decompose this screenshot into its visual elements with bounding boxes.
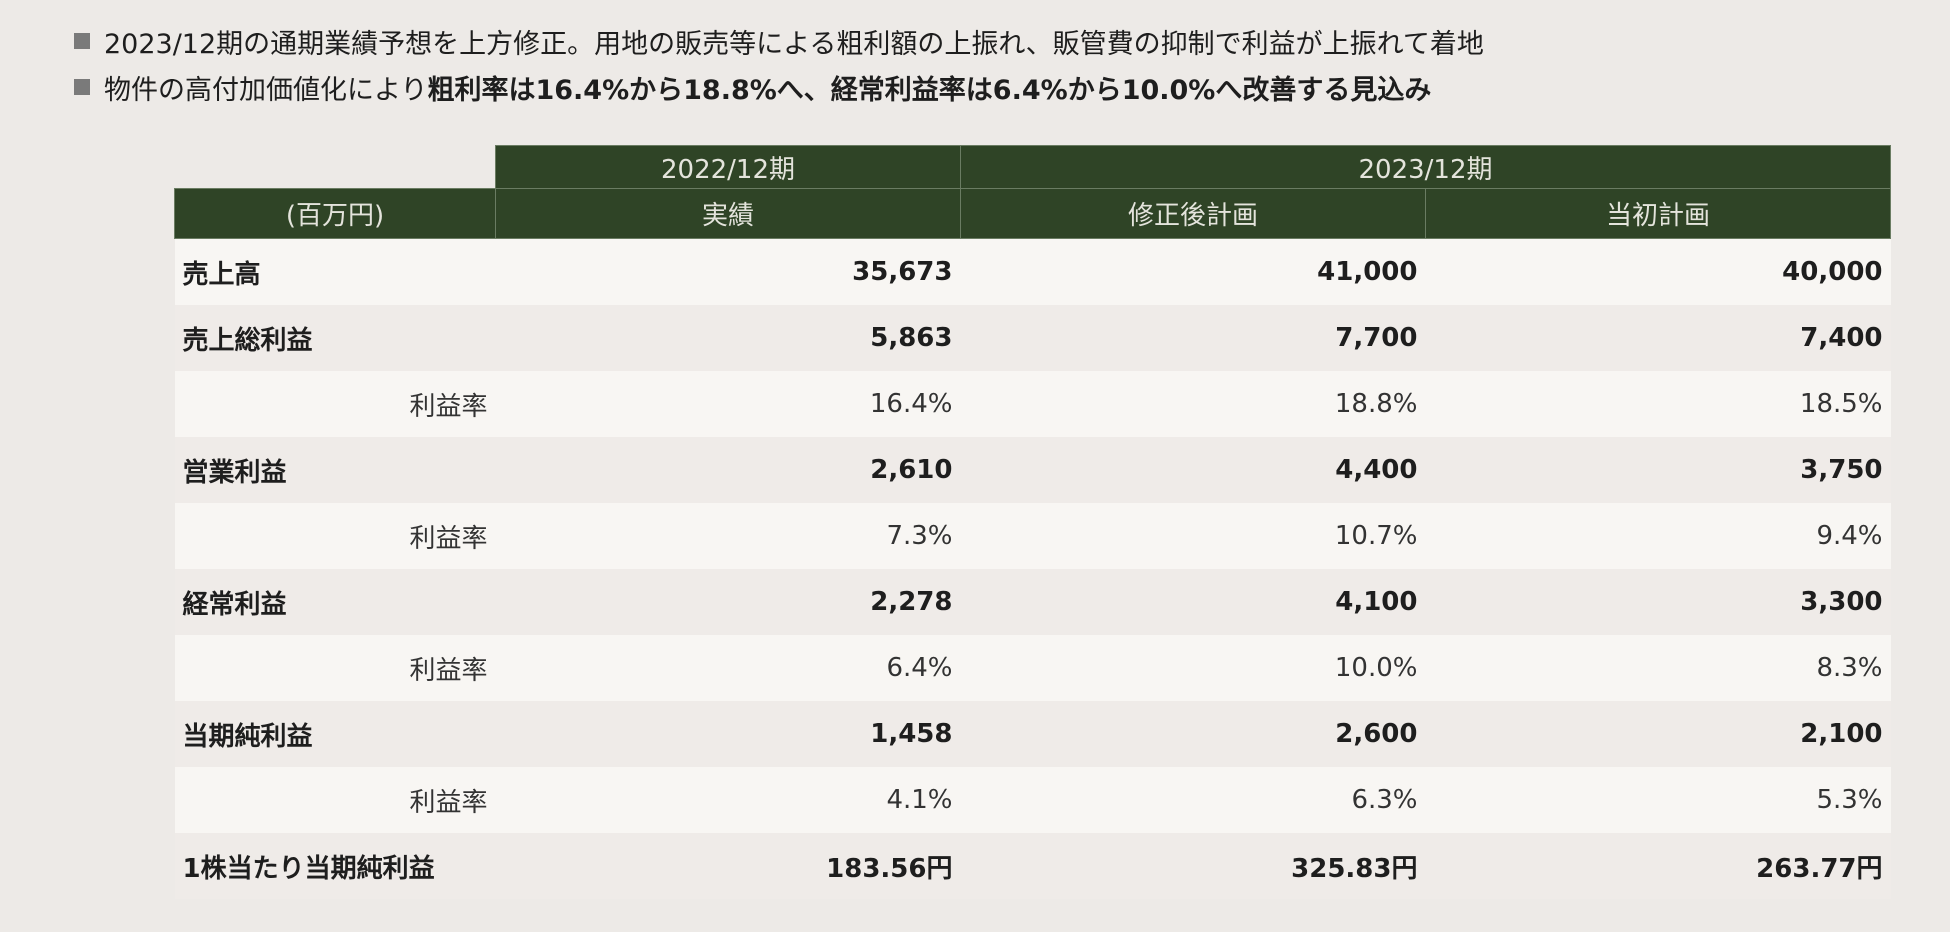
table-row-operating-margin: 利益率 7.3% 10.7% 9.4%: [174, 503, 1891, 569]
initial-value: 2,100: [1425, 701, 1891, 767]
initial-value: 263.77円: [1425, 833, 1891, 899]
actual-value: 16.4%: [495, 371, 961, 437]
revised-plan-header: 修正後計画: [960, 188, 1426, 239]
initial-value: 7,400: [1425, 305, 1891, 371]
actual-value: 7.3%: [495, 503, 961, 569]
actual-value: 1,458: [495, 701, 961, 767]
bullet-text: 物件の高付加価値化により: [104, 74, 428, 106]
initial-plan-header: 当初計画: [1424, 188, 1892, 239]
row-label: 売上総利益: [174, 305, 496, 371]
revised-value: 41,000: [960, 238, 1426, 305]
row-label: 経常利益: [174, 569, 496, 635]
initial-value: 9.4%: [1425, 503, 1891, 569]
header-blank: [175, 146, 496, 189]
actual-value: 2,278: [495, 569, 961, 635]
revised-value: 10.7%: [960, 503, 1426, 569]
table-row-net-margin: 利益率 4.1% 6.3% 5.3%: [174, 767, 1891, 833]
actual-value: 183.56円: [495, 833, 961, 899]
actual-value: 2,610: [495, 437, 961, 503]
initial-value: 5.3%: [1425, 767, 1891, 833]
revised-value: 325.83円: [960, 833, 1426, 899]
revised-value: 7,700: [960, 305, 1426, 371]
square-bullet-icon: [74, 79, 90, 95]
row-label: 当期純利益: [174, 701, 496, 767]
actual-header: 実績: [495, 188, 961, 239]
table-row-gross-profit: 売上総利益 5,863 7,700 7,400: [174, 305, 1891, 371]
revised-value: 10.0%: [960, 635, 1426, 701]
actual-value: 35,673: [495, 238, 961, 305]
forecast-table: 2022/12期 2023/12期 (百万円) 実績 修正後計画 当初計画 売上…: [174, 145, 1892, 899]
initial-value: 3,300: [1425, 569, 1891, 635]
table-row-net-income: 当期純利益 1,458 2,600 2,100: [174, 701, 1891, 767]
bullet-text: 2023/12期の通期業績予想を上方修正。用地の販売等による粗利額の上振れ、販管…: [104, 28, 1484, 60]
actual-value: 5,863: [495, 305, 961, 371]
period-header-row: 2022/12期 2023/12期: [175, 145, 1892, 189]
table-row-ordinary-margin: 利益率 6.4% 10.0% 8.3%: [174, 635, 1891, 701]
row-label: 利益率: [174, 767, 496, 833]
actual-value: 6.4%: [495, 635, 961, 701]
row-label: 利益率: [174, 635, 496, 701]
initial-value: 3,750: [1425, 437, 1891, 503]
period-header-2022: 2022/12期: [495, 145, 961, 189]
row-label: 1株当たり当期純利益: [174, 833, 496, 899]
bullet-item: 物件の高付加価値化により 粗利率は16.4%から18.8%へ、経常利益率は6.4%…: [74, 64, 1484, 110]
row-label: 売上高: [174, 238, 496, 305]
revised-value: 4,400: [960, 437, 1426, 503]
table-row-operating-profit: 営業利益 2,610 4,400 3,750: [174, 437, 1891, 503]
revised-value: 2,600: [960, 701, 1426, 767]
revised-value: 6.3%: [960, 767, 1426, 833]
initial-value: 8.3%: [1425, 635, 1891, 701]
bullet-list: 2023/12期の通期業績予想を上方修正。用地の販売等による粗利額の上振れ、販管…: [74, 18, 1484, 110]
table-row-gross-margin: 利益率 16.4% 18.8% 18.5%: [174, 371, 1891, 437]
table-row-ordinary-profit: 経常利益 2,278 4,100 3,300: [174, 569, 1891, 635]
row-label: 利益率: [174, 503, 496, 569]
initial-value: 40,000: [1425, 238, 1891, 305]
bullet-item: 2023/12期の通期業績予想を上方修正。用地の販売等による粗利額の上振れ、販管…: [74, 18, 1484, 64]
period-header-2023: 2023/12期: [959, 145, 1892, 189]
row-label: 営業利益: [174, 437, 496, 503]
revised-value: 4,100: [960, 569, 1426, 635]
unit-header: (百万円): [174, 188, 496, 239]
initial-value: 18.5%: [1425, 371, 1891, 437]
bullet-emphasis: 粗利率は16.4%から18.8%へ、経常利益率は6.4%から10.0%へ改善する…: [427, 74, 1432, 106]
square-bullet-icon: [74, 33, 90, 49]
revised-value: 18.8%: [960, 371, 1426, 437]
row-label: 利益率: [174, 371, 496, 437]
column-header-row: (百万円) 実績 修正後計画 当初計画: [174, 188, 1892, 239]
actual-value: 4.1%: [495, 767, 961, 833]
table-row-net-sales: 売上高 35,673 41,000 40,000: [174, 238, 1891, 305]
table-row-eps: 1株当たり当期純利益 183.56円 325.83円 263.77円: [174, 833, 1891, 899]
